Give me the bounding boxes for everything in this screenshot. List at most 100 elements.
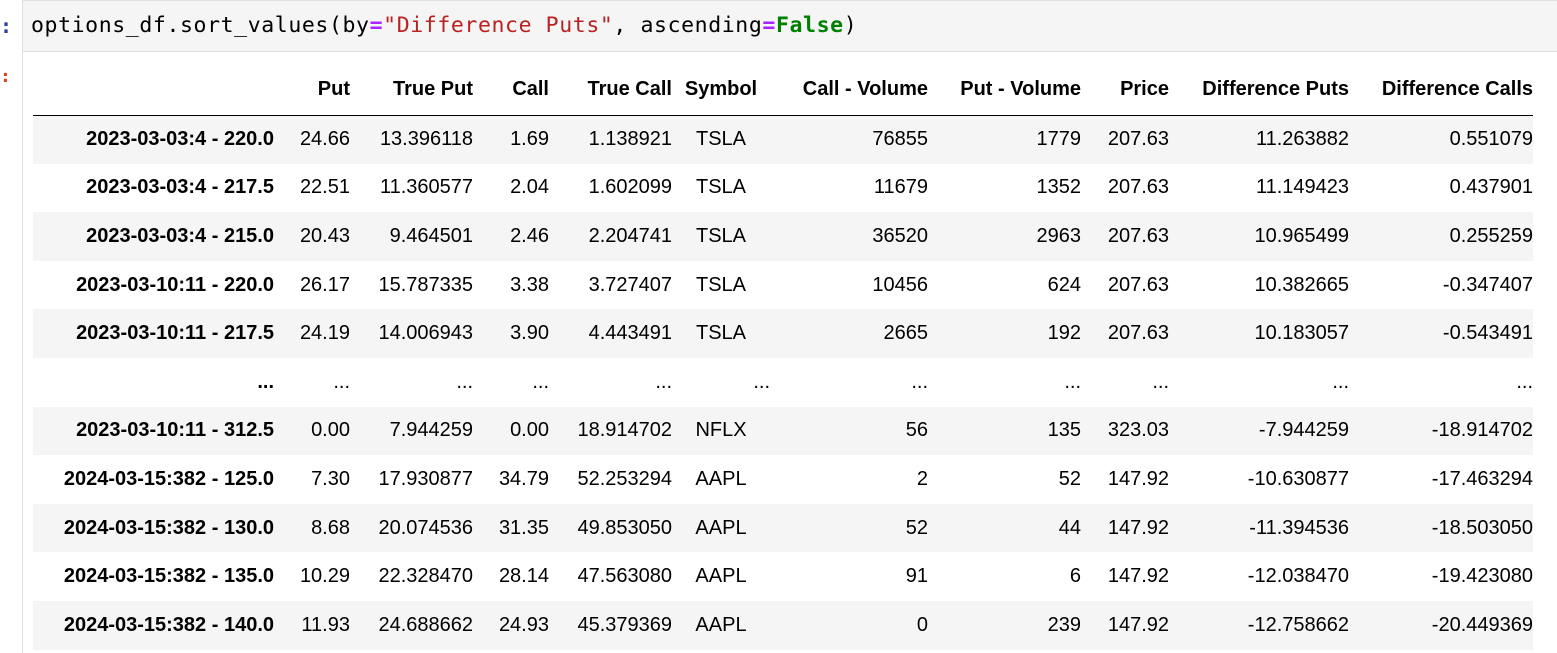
table-cell: 11.149423	[1255, 176, 1349, 199]
table-cell: ...	[1152, 370, 1169, 393]
row-index: 2024-03-15:382 - 135.0	[63, 565, 274, 588]
table-cell: 20.074536	[378, 516, 473, 539]
column-header: Call	[473, 65, 549, 116]
table-cell: TSLA	[695, 176, 747, 199]
table-cell: ...	[911, 370, 928, 393]
table-cell: -20.449369	[1431, 613, 1533, 636]
table-cell: 10.29	[299, 565, 350, 588]
table-cell: 1.138921	[588, 128, 672, 151]
header-row: Put True Put Call True Call Symbol Call …	[33, 65, 1533, 116]
table-cell: 8.68	[311, 516, 350, 539]
table-cell: ...	[1516, 370, 1533, 393]
table-cell: 0.255259	[1449, 224, 1533, 247]
code-keyword: False	[775, 13, 844, 38]
table-cell: ...	[1064, 370, 1081, 393]
table-cell: 7.944259	[389, 419, 473, 442]
table-cell: 2	[916, 467, 928, 490]
row-index: 2023-03-10:11 - 217.5	[76, 322, 274, 345]
table-cell: 147.92	[1107, 516, 1169, 539]
table-cell: 6	[1069, 565, 1081, 588]
table-cell: 135	[1047, 419, 1081, 442]
table-cell: 10.382665	[1254, 273, 1349, 296]
code-operator: =	[762, 13, 776, 38]
table-cell: 207.63	[1107, 322, 1169, 345]
table-cell: 11.93	[301, 613, 350, 636]
code-call: options_df.sort_values(by	[31, 13, 370, 38]
table-cell: -17.463294	[1431, 467, 1533, 490]
row-index: 2024-03-15:382 - 130.0	[63, 516, 274, 539]
table-cell: -12.038470	[1247, 565, 1349, 588]
table-cell: 22.328470	[378, 565, 473, 588]
table-cell: TSLA	[695, 273, 747, 296]
table-cell: 2.204741	[588, 224, 672, 247]
column-header: Difference Puts	[1169, 65, 1349, 116]
table-cell: 624	[1047, 273, 1081, 296]
row-index: 2023-03-10:11 - 220.0	[76, 273, 274, 296]
table-cell: 13.396118	[379, 128, 473, 151]
table-cell: 4.443491	[588, 322, 672, 345]
row-index: 2023-03-03:4 - 217.5	[86, 176, 274, 199]
table-cell: 24.688662	[378, 613, 473, 636]
table-cell: 17.930877	[378, 467, 473, 490]
code-close-paren: )	[843, 13, 858, 38]
table-cell: 18.914702	[577, 419, 672, 442]
table-cell: 34.79	[498, 467, 549, 490]
table-cell: TSLA	[695, 322, 747, 345]
table-cell: 10.965499	[1254, 224, 1349, 247]
table-cell: AAPL	[695, 613, 747, 636]
table-row: 2023-03-03:4 - 215.0 20.43 9.464501 2.46…	[33, 212, 1533, 261]
table-cell: 47.563080	[577, 565, 672, 588]
table-cell: 1.69	[510, 128, 549, 151]
table-cell: 239	[1047, 613, 1081, 636]
table-cell: ...	[532, 370, 549, 393]
table-cell: ...	[753, 370, 770, 393]
table-cell: 24.66	[299, 128, 350, 151]
table-cell: 192	[1047, 322, 1081, 345]
table-cell: 10.183057	[1254, 322, 1349, 345]
table-row: 2023-03-03:4 - 217.5 22.51 11.360577 2.0…	[33, 163, 1533, 213]
table-row: 2023-03-10:11 - 220.0 26.17 15.787335 3.…	[33, 260, 1533, 310]
table-cell: 323.03	[1107, 419, 1169, 442]
table-cell: 45.379369	[577, 613, 672, 636]
code-operator: =	[369, 13, 384, 38]
table-cell: 15.787335	[378, 273, 473, 296]
dataframe-table: Put True Put Call True Call Symbol Call …	[33, 65, 1533, 650]
table-cell: 31.35	[498, 516, 549, 539]
table-cell: TSLA	[695, 224, 747, 247]
table-cell: 9.464501	[389, 224, 473, 247]
table-cell: 207.63	[1107, 273, 1169, 296]
table-cell: 28.14	[498, 565, 549, 588]
column-header: Symbol	[672, 65, 770, 116]
table-cell: AAPL	[695, 467, 747, 490]
table-row: 2024-03-15:382 - 125.0 7.30 17.930877 34…	[33, 455, 1533, 504]
column-header: True Call	[549, 65, 672, 116]
table-cell: 36520	[872, 224, 928, 247]
table-cell: 22.51	[299, 176, 350, 199]
table-cell: 2665	[883, 322, 929, 345]
table-cell: 24.93	[498, 613, 549, 636]
table-cell: 11.263882	[1255, 128, 1349, 151]
table-row: 2024-03-15:382 - 140.0 11.93 24.688662 2…	[33, 600, 1533, 650]
code-argument: , ascending	[613, 13, 763, 38]
table-cell: 207.63	[1107, 224, 1169, 247]
table-cell: 11679	[873, 176, 928, 199]
output-prompt: :	[0, 66, 11, 87]
row-index: 2024-03-15:382 - 125.0	[63, 467, 274, 490]
table-cell: 1779	[1036, 128, 1082, 151]
table-cell: 1.602099	[588, 176, 672, 199]
table-cell: AAPL	[695, 516, 747, 539]
table-cell: 7.30	[311, 467, 350, 490]
code-line[interactable]: options_df.sort_values(by="Difference Pu…	[31, 13, 857, 38]
code-input-area[interactable]: options_df.sort_values(by="Difference Pu…	[22, 0, 1557, 52]
table-cell: 76855	[872, 128, 928, 151]
table-cell: 52.253294	[577, 467, 672, 490]
column-header: Put	[274, 65, 350, 116]
column-header: True Put	[350, 65, 473, 116]
table-row: 2023-03-03:4 - 220.0 24.66 13.396118 1.6…	[33, 115, 1533, 164]
table-cell: ...	[655, 370, 672, 393]
row-index: 2023-03-03:4 - 220.0	[86, 128, 274, 151]
table-cell: -7.944259	[1258, 419, 1349, 442]
ellipsis-row: ... ... ... ... ... ... ... ... ... ... …	[33, 357, 1533, 407]
table-cell: 147.92	[1107, 565, 1169, 588]
